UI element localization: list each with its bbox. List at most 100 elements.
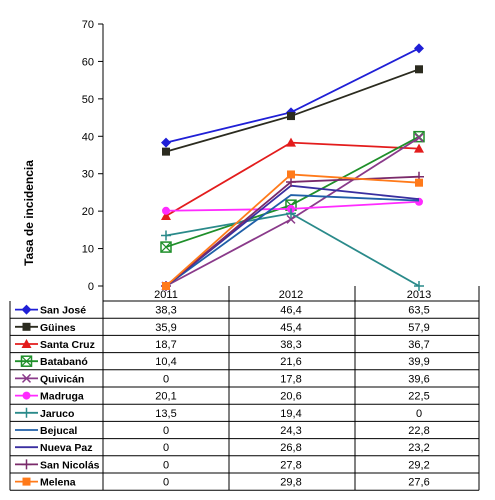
y-tick-label: 0 [88, 281, 94, 293]
table-value: 22,8 [408, 425, 429, 437]
series-point [21, 339, 32, 348]
legend-series-name: Santa Cruz [40, 339, 95, 351]
series-line [165, 47, 420, 144]
series-melena [162, 170, 423, 290]
table-value: 0 [163, 477, 169, 489]
legend-series-name: Jaruco [40, 408, 74, 420]
series-point-frame [160, 241, 172, 253]
legend-series-name: Güines [40, 322, 76, 334]
series-point [161, 137, 171, 148]
x-category-label: 2012 [279, 289, 303, 301]
series-point-frame [413, 130, 425, 143]
series-lines [160, 43, 425, 291]
series-santa-cruz [161, 137, 424, 221]
series-point-cross [160, 241, 172, 253]
table-value: 13,5 [155, 408, 176, 420]
table-value: 45,4 [280, 322, 301, 334]
table-value: 0 [163, 425, 169, 437]
table-value: 0 [163, 459, 169, 471]
series-point [414, 43, 424, 54]
series-point [20, 355, 33, 367]
series-point [22, 477, 31, 486]
series-g-ines [162, 65, 423, 156]
y-tick-label: 30 [82, 169, 94, 181]
table-value: 0 [163, 373, 169, 385]
legend-series-name: Batabanó [40, 356, 88, 368]
series-line [165, 135, 420, 248]
series-line [165, 173, 420, 287]
table-value: 35,9 [155, 322, 176, 334]
table-value: 23,2 [408, 442, 429, 454]
series-point [287, 112, 295, 121]
table-value: 29,8 [280, 477, 301, 489]
series-point [286, 208, 296, 219]
series-point [161, 230, 171, 241]
table-value: 10,4 [155, 356, 176, 368]
series-point-frame [20, 355, 33, 367]
series-point [286, 214, 296, 224]
table-value: 22,5 [408, 391, 429, 403]
legend-series-name: Quivicán [40, 373, 84, 385]
y-tick-label: 40 [82, 131, 94, 143]
series-san-nicol-s [161, 171, 424, 291]
y-tick-label: 20 [82, 206, 94, 218]
table-value: 38,3 [155, 305, 176, 317]
series-jaruco [161, 208, 424, 291]
x-category-label: 2013 [407, 289, 431, 301]
table-value: 63,5 [408, 305, 429, 317]
series-point-cross [21, 355, 32, 367]
table-value: 38,3 [280, 339, 301, 351]
series-point [287, 170, 295, 179]
series-point [162, 282, 170, 290]
series-line [165, 212, 420, 287]
series-point [286, 137, 296, 147]
series-bejucal [165, 194, 420, 287]
series-line [165, 194, 420, 287]
legend-series-name: San Nicolás [40, 459, 100, 471]
series-bataban- [160, 130, 425, 253]
series-point [22, 391, 31, 400]
y-tick-label: 10 [82, 244, 94, 256]
series-point [21, 459, 32, 470]
y-tick-label: 50 [82, 94, 94, 106]
legend-series-name: Nueva Paz [40, 442, 93, 454]
y-tick-label: 70 [82, 19, 94, 31]
series-point [161, 211, 171, 221]
table-value: 29,2 [408, 459, 429, 471]
y-tick-label: 60 [82, 56, 94, 68]
table-value: 57,9 [408, 322, 429, 334]
legend-series-name: Madruga [40, 391, 84, 403]
table-value: 27,8 [280, 459, 301, 471]
series-point [21, 407, 32, 418]
table-value: 46,4 [280, 305, 301, 317]
table-value: 26,8 [280, 442, 301, 454]
x-category-label: 2011 [154, 289, 178, 301]
table-value: 27,6 [408, 477, 429, 489]
table-value: 21,6 [280, 356, 301, 368]
table-value: 39,9 [408, 356, 429, 368]
table-value: 36,7 [408, 339, 429, 351]
table-value: 39,6 [408, 373, 429, 385]
table-value: 18,7 [155, 339, 176, 351]
series-san-jos- [161, 43, 424, 148]
table-value: 0 [163, 442, 169, 454]
series-point [414, 281, 424, 291]
plot-area: 0 10 20 30 40 50 60 70 [82, 19, 104, 293]
table-value: 20,6 [280, 391, 301, 403]
series-point [21, 373, 32, 383]
series-point [21, 304, 32, 315]
table-value: 20,1 [155, 391, 176, 403]
series-point [160, 241, 172, 253]
table-value: 24,3 [280, 425, 301, 437]
table-value: 19,4 [280, 408, 301, 420]
series-point [286, 176, 296, 187]
legend-series-name: Bejucal [40, 425, 77, 437]
table-value: 0 [416, 408, 422, 420]
data-table: 2011 2012 2013 San José 38,3 46,4 63,5 Güines 35… [9, 286, 480, 491]
y-axis-label: Tasa de incidencia [22, 160, 36, 266]
series-point [162, 206, 170, 215]
series-point [415, 65, 423, 74]
series-point [414, 133, 424, 143]
series-point [162, 147, 170, 156]
series-point [22, 322, 31, 331]
